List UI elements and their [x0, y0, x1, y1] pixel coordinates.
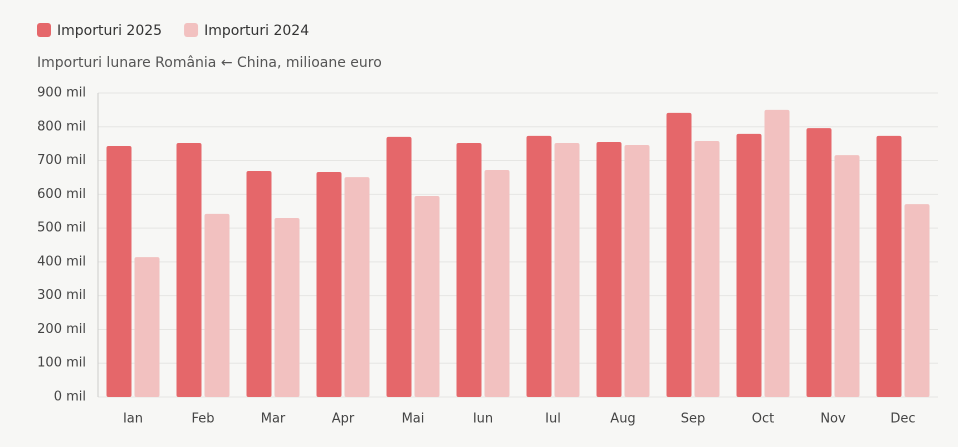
x-tick-label: Mar — [261, 412, 286, 427]
bar — [834, 155, 860, 397]
y-tick-label: 0 mil — [54, 390, 86, 405]
bar — [596, 141, 622, 397]
bar — [274, 217, 300, 397]
y-tick-label: 100 mil — [37, 356, 86, 371]
bar — [456, 142, 482, 397]
bar — [764, 109, 790, 397]
bar — [736, 133, 762, 398]
bar — [624, 145, 650, 397]
bar — [134, 257, 160, 397]
x-tick-label: Feb — [191, 412, 214, 427]
x-tick-label: Sep — [681, 412, 706, 427]
bar — [876, 135, 902, 398]
y-tick-label: 300 mil — [37, 288, 86, 303]
x-tick-label: Nov — [820, 412, 846, 427]
y-tick-label: 700 mil — [37, 153, 86, 168]
chart-subtitle: Importuri lunare România ← China, milioa… — [37, 55, 382, 71]
bar — [666, 112, 692, 397]
bar — [176, 142, 202, 397]
bar — [526, 135, 552, 398]
y-tick-label: 400 mil — [37, 254, 86, 269]
x-tick-label: Ian — [123, 412, 143, 427]
x-tick-label: Apr — [332, 412, 355, 427]
bar — [386, 136, 412, 397]
y-tick-label: 200 mil — [37, 322, 86, 337]
x-tick-label: Aug — [610, 412, 635, 427]
x-tick-label: Iul — [545, 412, 561, 427]
x-tick-label: Oct — [752, 412, 774, 427]
bar — [316, 172, 342, 397]
x-tick-label: Mai — [402, 412, 425, 427]
x-tick-label: Dec — [890, 412, 915, 427]
bar — [904, 204, 930, 397]
bar — [806, 128, 832, 397]
legend-label: Importuri 2024 — [204, 23, 309, 39]
bar — [106, 146, 132, 397]
y-tick-label: 900 mil — [37, 86, 86, 101]
y-tick-label: 800 mil — [37, 119, 86, 134]
bar — [204, 213, 230, 397]
legend-label: Importuri 2025 — [57, 23, 162, 39]
bar — [554, 142, 580, 397]
legend-swatch — [184, 23, 199, 37]
y-tick-label: 500 mil — [37, 221, 86, 236]
x-tick-label: Iun — [473, 412, 493, 427]
bar — [414, 196, 440, 397]
bar — [694, 140, 720, 397]
legend-swatch — [37, 23, 51, 37]
y-tick-label: 600 mil — [37, 187, 86, 202]
bar — [246, 171, 272, 397]
bar — [344, 177, 370, 397]
bar — [484, 170, 510, 397]
